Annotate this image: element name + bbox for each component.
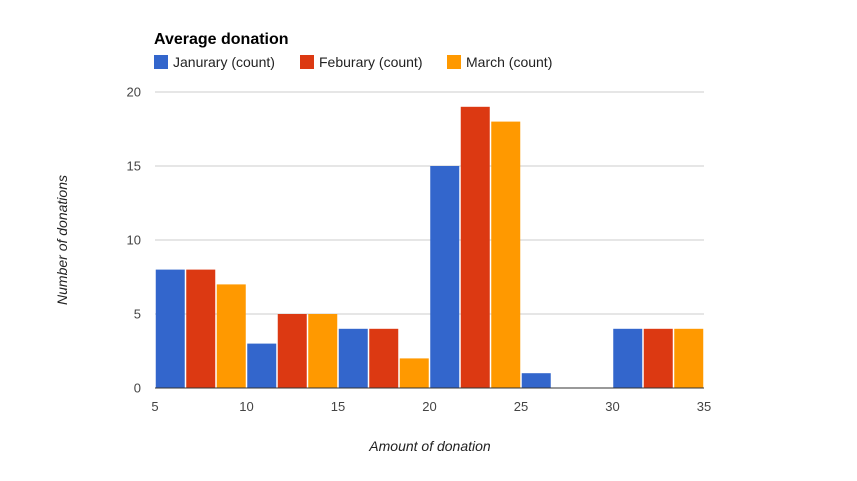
legend-label: March (count)	[466, 54, 552, 70]
bar-janurary-5	[155, 269, 185, 388]
legend: Janurary (count) Feburary (count) March (c…	[154, 54, 552, 70]
x-tick-label: 35	[697, 399, 711, 414]
y-tick-label: 20	[127, 85, 141, 100]
bar-march-5	[216, 284, 246, 388]
bar-feburary-5	[186, 269, 216, 388]
bar-feburary-15	[369, 328, 399, 388]
y-tick-label: 10	[127, 233, 141, 248]
bar-janurary-15	[338, 328, 368, 388]
legend-swatch	[447, 55, 461, 69]
bar-janurary-30	[613, 328, 643, 388]
y-tick-labels: 0 5 10 15 20	[127, 85, 141, 396]
legend-label: Feburary (count)	[319, 54, 422, 70]
y-axis-title: Number of donations	[54, 175, 70, 305]
y-tick-label: 5	[134, 307, 141, 322]
x-tick-label: 20	[422, 399, 436, 414]
legend-swatch	[154, 55, 168, 69]
y-tick-label: 15	[127, 159, 141, 174]
bar-feburary-20	[460, 106, 490, 389]
x-tick-label: 15	[331, 399, 345, 414]
bar-janurary-10	[247, 343, 277, 388]
bar-march-10	[308, 314, 338, 388]
bar-feburary-30	[643, 328, 673, 388]
x-tick-label: 30	[605, 399, 619, 414]
legend-label: Janurary (count)	[173, 54, 275, 70]
bar-march-15	[399, 358, 429, 388]
gridlines	[155, 91, 704, 315]
bars	[155, 106, 704, 389]
x-tick-label: 25	[514, 399, 528, 414]
bar-march-20	[491, 121, 521, 388]
legend-swatch	[300, 55, 314, 69]
y-tick-label: 0	[134, 381, 141, 396]
bar-feburary-10	[277, 314, 307, 388]
x-tick-labels: 5 10 15 20 25 30 35	[151, 399, 711, 414]
bar-janurary-25	[521, 373, 551, 388]
x-axis-title: Amount of donation	[368, 438, 491, 454]
bar-march-30	[674, 328, 704, 388]
x-tick-label: 5	[151, 399, 158, 414]
x-tick-label: 10	[239, 399, 253, 414]
chart-title: Average donation	[154, 31, 289, 48]
bar-janurary-20	[430, 166, 460, 388]
